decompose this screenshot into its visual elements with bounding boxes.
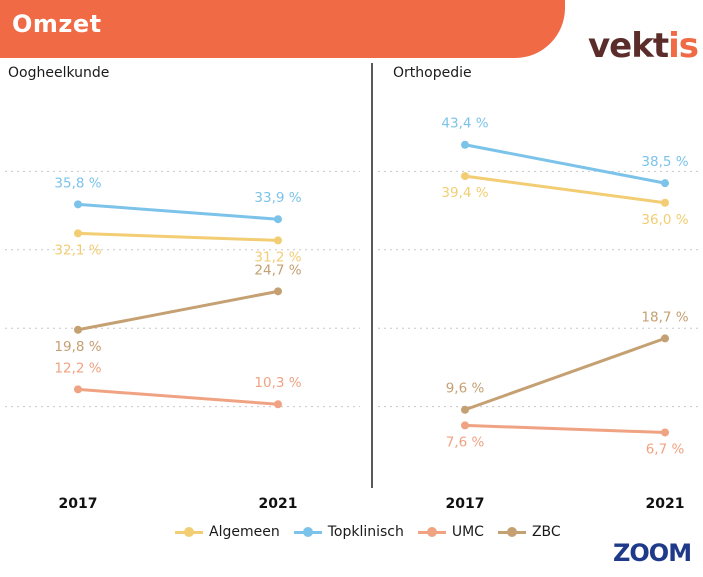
data-point-algemeen (274, 236, 282, 245)
legend-label: UMC (451, 524, 484, 540)
data-point-algemeen (461, 172, 469, 181)
data-label-zbc: 24,7 % (254, 262, 301, 278)
series-line-algemeen (463, 174, 667, 205)
data-label-algemeen: 31,2 % (254, 249, 301, 265)
legend-label: ZBC (531, 524, 561, 540)
data-label-algemeen: 32,1 % (54, 242, 101, 258)
legend-label: Topklinisch (327, 524, 404, 540)
header-banner: Omzet (0, 0, 565, 58)
data-label-topklinisch: 43,4 % (441, 116, 488, 132)
data-label-topklinisch: 38,5 % (641, 154, 688, 170)
x-tick-label: 2017 (59, 496, 98, 512)
logo-main: vekt (588, 26, 669, 66)
data-label-algemeen: 39,4 % (441, 185, 488, 201)
page-title: Omzet (12, 10, 102, 38)
series-line-zbc (76, 289, 280, 332)
panel-title-oogheelkunde: Oogheelkunde (8, 65, 110, 81)
legend-label: Algemeen (209, 524, 280, 540)
series-line-umc (463, 423, 667, 434)
data-label-zbc: 18,7 % (641, 309, 688, 325)
legend-swatch (175, 526, 203, 538)
data-point-zbc (274, 287, 282, 296)
data-point-algemeen (74, 229, 82, 238)
data-point-zbc (661, 334, 669, 343)
legend-item-zbc: ZBC (497, 524, 561, 540)
zoom-logo: ZOOM (613, 539, 692, 567)
x-tick-label: 2021 (646, 496, 685, 512)
data-label-topklinisch: 33,9 % (254, 190, 301, 206)
x-tick-label: 2017 (446, 496, 485, 512)
vektis-logo: vektis (588, 26, 699, 66)
legend: Algemeen Topklinisch UMC ZBC (175, 524, 561, 540)
data-point-topklinisch (461, 140, 469, 149)
data-point-umc (274, 400, 282, 409)
series-line-zbc (463, 336, 667, 412)
data-label-umc: 10,3 % (254, 375, 301, 391)
data-label-umc: 7,6 % (446, 434, 485, 450)
legend-swatch (417, 526, 446, 538)
data-label-umc: 12,2 % (54, 360, 101, 376)
series-line-topklinisch (76, 202, 280, 221)
data-point-umc (74, 385, 82, 394)
data-label-topklinisch: 35,8 % (54, 175, 101, 191)
series-line-umc (76, 387, 280, 406)
data-label-zbc: 9,6 % (446, 381, 485, 397)
data-point-topklinisch (74, 200, 82, 209)
data-label-umc: 6,7 % (646, 441, 685, 457)
x-tick-label: 2021 (259, 496, 298, 512)
legend-swatch (497, 526, 526, 538)
data-label-algemeen: 36,0 % (641, 212, 688, 228)
data-point-zbc (74, 325, 82, 334)
logo-tail: is (668, 26, 699, 66)
data-point-topklinisch (274, 215, 282, 224)
panel-title-orthopedie: Orthopedie (393, 65, 472, 81)
series-line-algemeen (76, 231, 280, 242)
data-point-topklinisch (661, 179, 669, 188)
legend-swatch (293, 526, 322, 538)
data-point-umc (661, 428, 669, 437)
data-point-algemeen (661, 198, 669, 207)
legend-item-algemeen: Algemeen (175, 524, 280, 540)
legend-item-topklinisch: Topklinisch (293, 524, 404, 540)
data-label-zbc: 19,8 % (54, 339, 101, 355)
data-point-umc (461, 421, 469, 430)
data-point-zbc (461, 405, 469, 414)
legend-item-umc: UMC (417, 524, 484, 540)
series-line-topklinisch (463, 143, 667, 185)
